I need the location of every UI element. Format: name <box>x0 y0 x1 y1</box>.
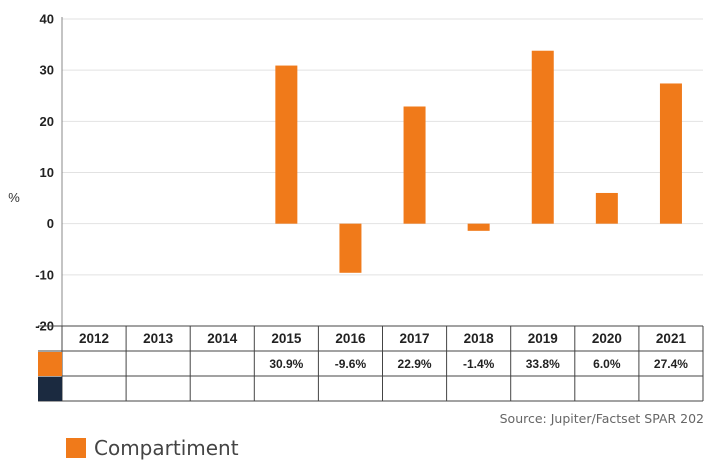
data-label: 30.9% <box>269 357 303 371</box>
x-tick-label: 2013 <box>143 331 174 346</box>
x-tick-label: 2016 <box>335 331 366 346</box>
y-tick-label: 30 <box>40 63 54 78</box>
y-axis-label: % <box>8 190 20 205</box>
data-label: -1.4% <box>463 357 495 371</box>
y-tick-label: 10 <box>40 165 54 180</box>
source-note: Source: Jupiter/Factset SPAR 202 <box>499 411 704 426</box>
data-label: 27.4% <box>654 357 688 371</box>
data-label: 33.8% <box>526 357 560 371</box>
bar <box>403 106 426 224</box>
x-tick-label: 2021 <box>656 331 687 346</box>
x-tick-label: 2015 <box>271 331 302 346</box>
y-tick-label: 20 <box>40 114 54 129</box>
x-tick-label: 2019 <box>528 331 558 346</box>
x-tick-label: 2014 <box>207 331 238 346</box>
y-tick-label: -10 <box>35 267 54 282</box>
data-label: 6.0% <box>593 357 621 371</box>
bar <box>595 192 618 224</box>
bar <box>339 223 362 273</box>
bar <box>531 50 554 224</box>
y-tick-label: 40 <box>40 12 54 27</box>
data-label: -9.6% <box>335 357 367 371</box>
x-tick-label: 2020 <box>592 331 622 346</box>
legend-swatch <box>66 438 86 458</box>
bar <box>467 223 490 231</box>
table-benchmark-swatch <box>38 377 62 401</box>
bar <box>659 83 682 224</box>
legend-label: Compartiment <box>94 436 239 460</box>
bar <box>275 65 298 224</box>
y-tick-label: 0 <box>47 216 54 231</box>
x-tick-label: 2017 <box>400 331 430 346</box>
table-series-swatch <box>38 352 62 376</box>
legend: Compartiment <box>66 436 239 460</box>
data-label: 22.9% <box>398 357 432 371</box>
x-tick-label: 2012 <box>79 331 109 346</box>
x-tick-label: 2018 <box>464 331 495 346</box>
